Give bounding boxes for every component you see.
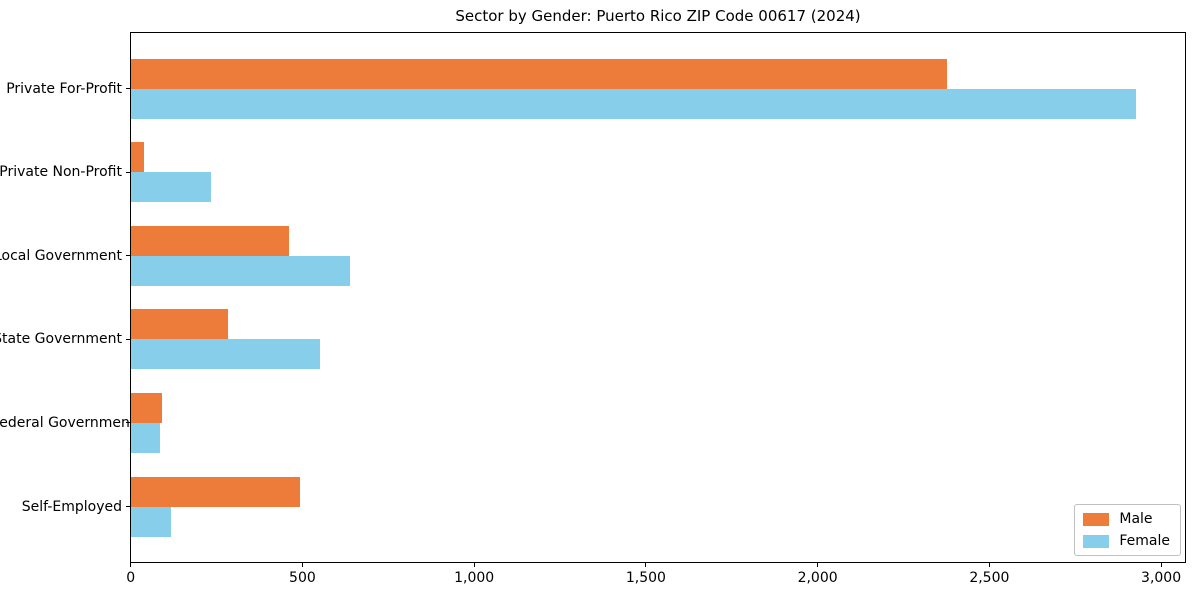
- bar-female-federal-government: [131, 422, 161, 453]
- x-tick-mark: [645, 563, 647, 567]
- y-tick-mark: [126, 338, 130, 340]
- x-tick-mark: [301, 563, 303, 567]
- x-tick-mark: [1160, 563, 1162, 567]
- x-tick-label: 0: [126, 570, 136, 586]
- bar-male-private-for-profit: [131, 58, 947, 89]
- bar-female-state-government: [131, 339, 320, 370]
- x-tick-label: 3,000: [1141, 570, 1182, 586]
- legend: Male Female: [1074, 504, 1181, 556]
- x-tick-label: 2,500: [969, 570, 1010, 586]
- x-tick-mark: [473, 563, 475, 567]
- x-tick-label: 500: [289, 570, 316, 586]
- bar-female-local-government: [131, 255, 351, 286]
- y-tick-label-local-government: Local Government: [0, 247, 122, 264]
- legend-item-male: Male: [1083, 511, 1170, 527]
- y-tick-label-private-non-profit: Private Non-Profit: [0, 164, 122, 181]
- x-tick-mark: [130, 563, 132, 567]
- chart-title: Sector by Gender: Puerto Rico ZIP Code 0…: [455, 7, 861, 25]
- bar-male-self-employed: [131, 476, 300, 507]
- y-tick-mark: [126, 255, 130, 257]
- plot-area: [130, 32, 1186, 563]
- legend-label-female: Female: [1119, 533, 1170, 549]
- x-tick-mark: [817, 563, 819, 567]
- y-tick-mark: [126, 506, 130, 507]
- y-tick-mark: [126, 422, 130, 424]
- legend-swatch-female: [1083, 534, 1110, 548]
- x-tick-label: 2,000: [797, 570, 838, 586]
- y-tick-label-self-employed: Self-Employed: [21, 498, 122, 515]
- bar-male-private-non-profit: [131, 142, 144, 173]
- legend-swatch-male: [1083, 512, 1110, 526]
- bar-male-local-government: [131, 225, 289, 256]
- bar-male-state-government: [131, 309, 229, 340]
- x-tick-label: 1,500: [625, 570, 666, 586]
- y-tick-label-private-for-profit: Private For-Profit: [6, 80, 122, 97]
- bar-female-private-for-profit: [131, 88, 1136, 119]
- bar-male-federal-government: [131, 392, 163, 423]
- x-tick-label: 1,000: [454, 570, 495, 586]
- legend-label-male: Male: [1119, 511, 1153, 527]
- bar-female-private-non-profit: [131, 172, 212, 203]
- y-tick-mark: [126, 88, 130, 89]
- y-tick-mark: [126, 171, 130, 173]
- legend-item-female: Female: [1083, 533, 1170, 549]
- bar-female-self-employed: [131, 506, 172, 537]
- y-tick-label-federal-government: Federal Government: [0, 414, 136, 431]
- y-tick-label-state-government: State Government: [0, 331, 122, 348]
- x-tick-mark: [988, 563, 990, 567]
